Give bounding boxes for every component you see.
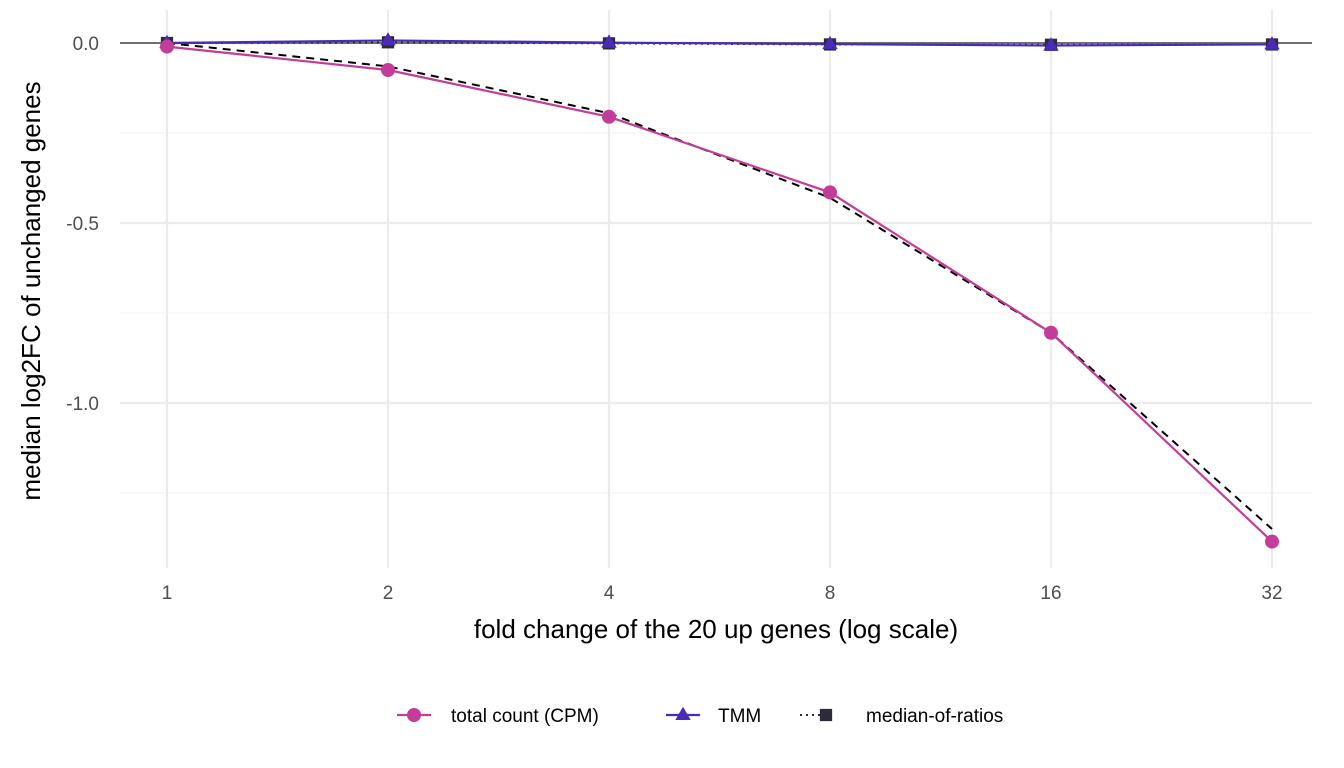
legend-key-tmm xyxy=(666,706,700,721)
x-tick-label: 16 xyxy=(1040,583,1061,604)
series-lines xyxy=(166,39,1273,543)
legend-key-total-count-cpm xyxy=(397,708,431,722)
dashed-trend-line xyxy=(166,42,1273,530)
data-point-tmm xyxy=(822,35,838,50)
data-point-total-count-cpm xyxy=(602,109,616,124)
grid-lines xyxy=(120,10,1312,568)
legend-label-total-count-cpm: total count (CPM) xyxy=(451,706,599,727)
x-tick-labels: 1 2 4 8 16 32 xyxy=(162,583,1283,604)
y-tick-label: -0.5 xyxy=(66,214,99,235)
x-tick-label: 1 xyxy=(162,583,173,604)
series-line-total-count-cpm xyxy=(166,45,1273,543)
data-point-tmm xyxy=(1264,36,1280,50)
y-tick-label: 0.0 xyxy=(73,34,99,55)
y-axis-title: median log2FC of unchanged genes xyxy=(16,81,46,500)
x-tick-label: 4 xyxy=(604,583,615,604)
legend-key-median-of-ratios xyxy=(800,708,834,722)
x-tick-label: 2 xyxy=(383,583,394,604)
series-line-tmm xyxy=(166,39,1273,47)
data-point-total-count-cpm xyxy=(823,185,837,200)
legend-marker-total-count-cpm xyxy=(407,708,421,722)
x-axis-title: fold change of the 20 up genes (log scal… xyxy=(474,614,958,644)
legend: total count (CPM) TMM median-of-ratios xyxy=(397,706,1003,727)
data-point-tmm xyxy=(380,32,396,46)
x-tick-label: 8 xyxy=(825,583,836,604)
legend-label-tmm: TMM xyxy=(718,706,761,727)
data-point-tmm xyxy=(1043,37,1059,51)
legend-label-median-of-ratios: median-of-ratios xyxy=(866,706,1003,727)
data-points xyxy=(159,32,1280,549)
data-point-total-count-cpm xyxy=(381,63,395,77)
data-point-total-count-cpm xyxy=(160,39,174,54)
legend-marker-median-of-ratios xyxy=(819,708,833,722)
x-tick-label: 32 xyxy=(1261,583,1282,604)
data-point-total-count-cpm xyxy=(1044,325,1058,340)
dashed-trend-line xyxy=(166,42,1273,530)
y-tick-labels: 0.0 -0.5 -1.0 xyxy=(66,34,99,415)
legend-marker-tmm xyxy=(675,706,691,721)
data-point-total-count-cpm xyxy=(1265,534,1279,549)
y-tick-label: -1.0 xyxy=(66,394,99,415)
data-point-tmm xyxy=(601,34,617,48)
